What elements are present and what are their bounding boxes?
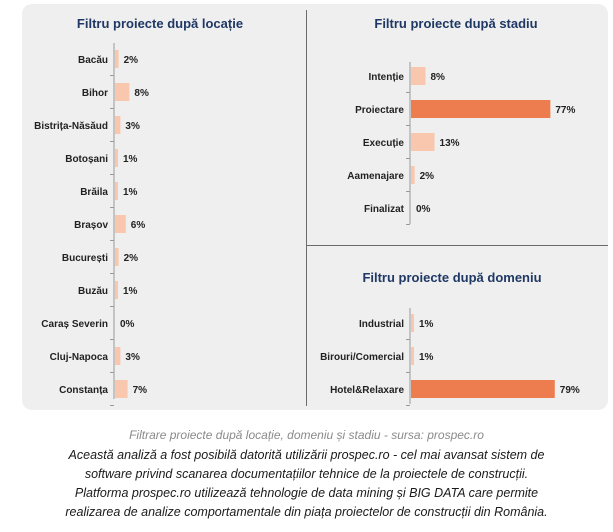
charts-canvas: Filtru proiecte după locație Bacău 2% Bihor… (34, 16, 580, 406)
stage-category-label: Intenție (368, 72, 404, 83)
location-bar (115, 83, 130, 101)
stage-bar (411, 67, 426, 85)
location-category-label: Caraș Severin (41, 319, 108, 330)
location-bar (115, 149, 118, 167)
location-category-label: Brăila (80, 187, 108, 198)
location-category-label: Bistrița-Năsăud (34, 121, 108, 132)
stage-category-label: Execuție (363, 138, 405, 149)
stage-category-label: Finalizat (364, 204, 405, 215)
location-category-label: Cluj-Napoca (50, 352, 109, 363)
caption-line-4: realizarea de analize comportamentale di… (65, 505, 548, 519)
location-value-label: 7% (133, 385, 148, 396)
location-bar (115, 380, 128, 398)
location-value-label: 2% (124, 253, 139, 264)
location-value-label: 1% (123, 154, 138, 165)
caption-line-2: software privind scanarea documentațiilo… (84, 467, 529, 481)
chart-domain: Filtru proiecte după domeniu Industrial 1%… (320, 270, 580, 406)
caption-line-1: Această analiză a fost posibilă datorită… (68, 448, 545, 462)
location-value-label: 3% (125, 121, 140, 132)
stage-bar (411, 166, 415, 184)
location-category-label: Bihor (82, 88, 108, 99)
stage-bar (411, 100, 551, 118)
stage-value-label: 13% (440, 138, 460, 149)
domain-bar (411, 347, 414, 365)
location-bar (115, 281, 118, 299)
location-value-label: 3% (125, 352, 140, 363)
location-value-label: 1% (123, 286, 138, 297)
location-bar (115, 248, 119, 266)
location-value-label: 8% (134, 88, 149, 99)
domain-value-label: 1% (419, 352, 434, 363)
location-bar (115, 347, 121, 365)
domain-category-label: Birouri/Comercial (320, 352, 404, 363)
location-bar (115, 116, 121, 134)
location-value-label: 0% (120, 319, 135, 330)
domain-bar (411, 380, 555, 398)
domain-value-label: 1% (419, 319, 434, 330)
location-bar (115, 50, 119, 68)
location-category-label: Constanța (59, 385, 108, 396)
location-category-label: Brașov (74, 220, 108, 231)
stage-chart-title: Filtru proiecte după stadiu (374, 16, 537, 31)
chart-panel (22, 4, 608, 410)
stage-bar (411, 133, 435, 151)
caption-line-3: Platforma prospec.ro utilizează tehnolog… (74, 486, 539, 500)
location-category-label: Buzău (78, 286, 108, 297)
stage-category-label: Aamenajare (347, 171, 404, 182)
stage-value-label: 77% (555, 105, 575, 116)
location-chart-title: Filtru proiecte după locație (77, 16, 243, 31)
horizontal-divider (306, 245, 608, 246)
location-value-label: 2% (124, 55, 139, 66)
domain-bar (411, 314, 414, 332)
location-category-label: Bacău (78, 55, 108, 66)
domain-category-label: Industrial (359, 319, 404, 330)
chart-stage: Filtru proiecte după stadiu Intenție 8% Pro… (347, 16, 575, 225)
stage-value-label: 8% (430, 72, 445, 83)
stage-category-label: Proiectare (355, 105, 404, 116)
stage-value-label: 2% (420, 171, 435, 182)
domain-chart-title: Filtru proiecte după domeniu (362, 270, 541, 285)
location-value-label: 1% (123, 187, 138, 198)
chart-location: Filtru proiecte după locație Bacău 2% Bihor… (34, 16, 243, 406)
figure-source-caption: Filtrare proiecte după locație, domeniu … (129, 428, 484, 442)
location-bar (115, 215, 126, 233)
location-category-label: Botoșani (65, 154, 108, 165)
location-value-label: 6% (131, 220, 146, 231)
location-category-label: București (62, 253, 108, 264)
domain-category-label: Hotel&Relaxare (330, 385, 404, 396)
vertical-divider (306, 10, 307, 406)
domain-value-label: 79% (560, 385, 580, 396)
location-bar (115, 182, 118, 200)
stage-value-label: 0% (416, 204, 431, 215)
